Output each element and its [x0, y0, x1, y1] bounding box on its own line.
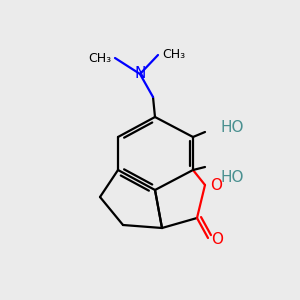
Text: O: O: [211, 232, 223, 247]
Text: HO: HO: [221, 169, 244, 184]
Text: N: N: [134, 67, 146, 82]
Text: CH₃: CH₃: [162, 49, 185, 62]
Text: CH₃: CH₃: [88, 52, 111, 64]
Text: HO: HO: [221, 121, 244, 136]
Text: O: O: [210, 178, 222, 194]
